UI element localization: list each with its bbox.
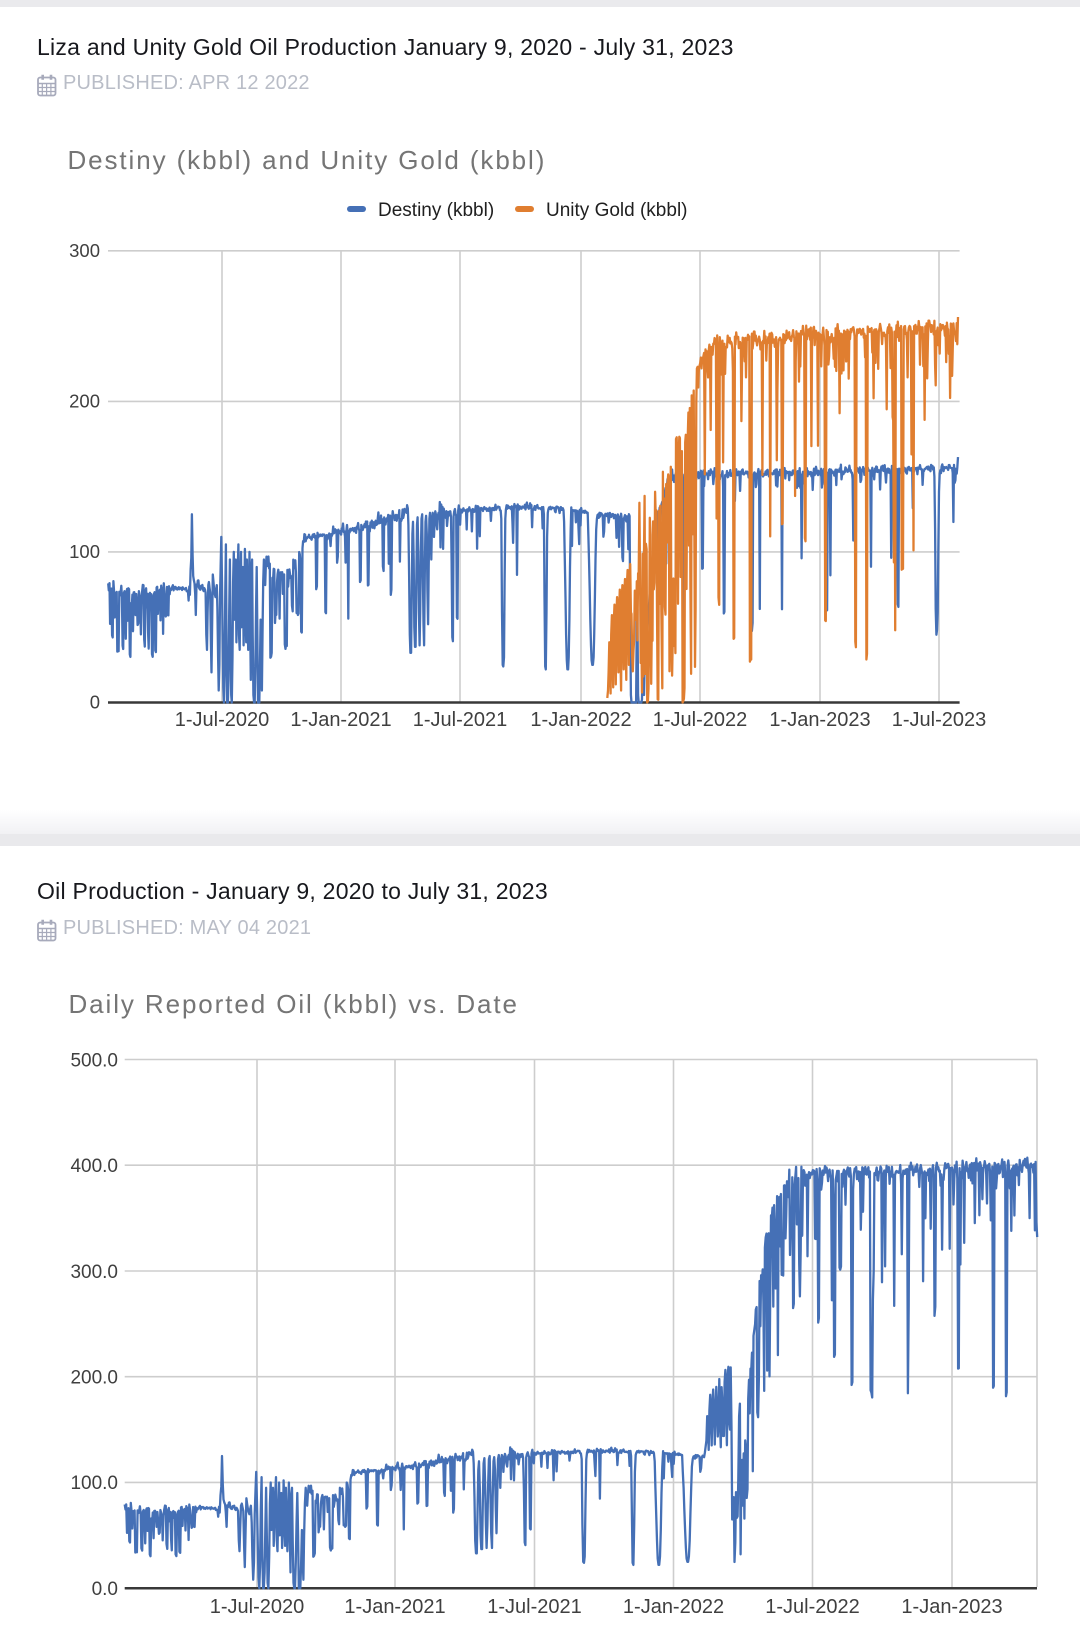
svg-text:0: 0: [90, 692, 100, 713]
svg-text:0.0: 0.0: [92, 1579, 118, 1600]
svg-text:100.0: 100.0: [70, 1473, 118, 1494]
svg-text:200: 200: [69, 390, 100, 411]
svg-text:Destiny (kbbl): Destiny (kbbl): [378, 200, 494, 221]
svg-text:300.0: 300.0: [70, 1262, 118, 1283]
svg-text:1-Jul-2023: 1-Jul-2023: [892, 709, 987, 731]
svg-text:1-Jan-2022: 1-Jan-2022: [530, 709, 631, 731]
svg-text:1-Jan-2023: 1-Jan-2023: [901, 1596, 1002, 1618]
svg-text:500.0: 500.0: [70, 1050, 118, 1071]
svg-text:1-Jul-2022: 1-Jul-2022: [653, 709, 748, 731]
svg-text:1-Jan-2021: 1-Jan-2021: [344, 1596, 445, 1618]
svg-text:1-Jul-2021: 1-Jul-2021: [413, 709, 508, 731]
svg-text:1-Jul-2020: 1-Jul-2020: [210, 1596, 305, 1618]
svg-text:400.0: 400.0: [70, 1156, 118, 1177]
svg-text:1-Jan-2023: 1-Jan-2023: [769, 709, 870, 731]
svg-text:1-Jul-2021: 1-Jul-2021: [487, 1596, 582, 1618]
svg-text:1-Jan-2021: 1-Jan-2021: [290, 709, 391, 731]
svg-text:100: 100: [69, 541, 100, 562]
svg-text:1-Jan-2022: 1-Jan-2022: [623, 1596, 724, 1618]
svg-text:Daily Reported Oil (kbbl) vs.: Daily Reported Oil (kbbl) vs. Date: [69, 989, 519, 1019]
svg-text:1-Jul-2020: 1-Jul-2020: [175, 709, 270, 731]
svg-text:200.0: 200.0: [70, 1368, 118, 1389]
svg-text:300: 300: [69, 240, 100, 261]
svg-text:1-Jul-2022: 1-Jul-2022: [765, 1596, 860, 1618]
svg-text:Unity Gold (kbbl): Unity Gold (kbbl): [546, 200, 688, 221]
svg-text:Destiny (kbbl) and Unity Gold: Destiny (kbbl) and Unity Gold (kbbl): [68, 145, 547, 175]
